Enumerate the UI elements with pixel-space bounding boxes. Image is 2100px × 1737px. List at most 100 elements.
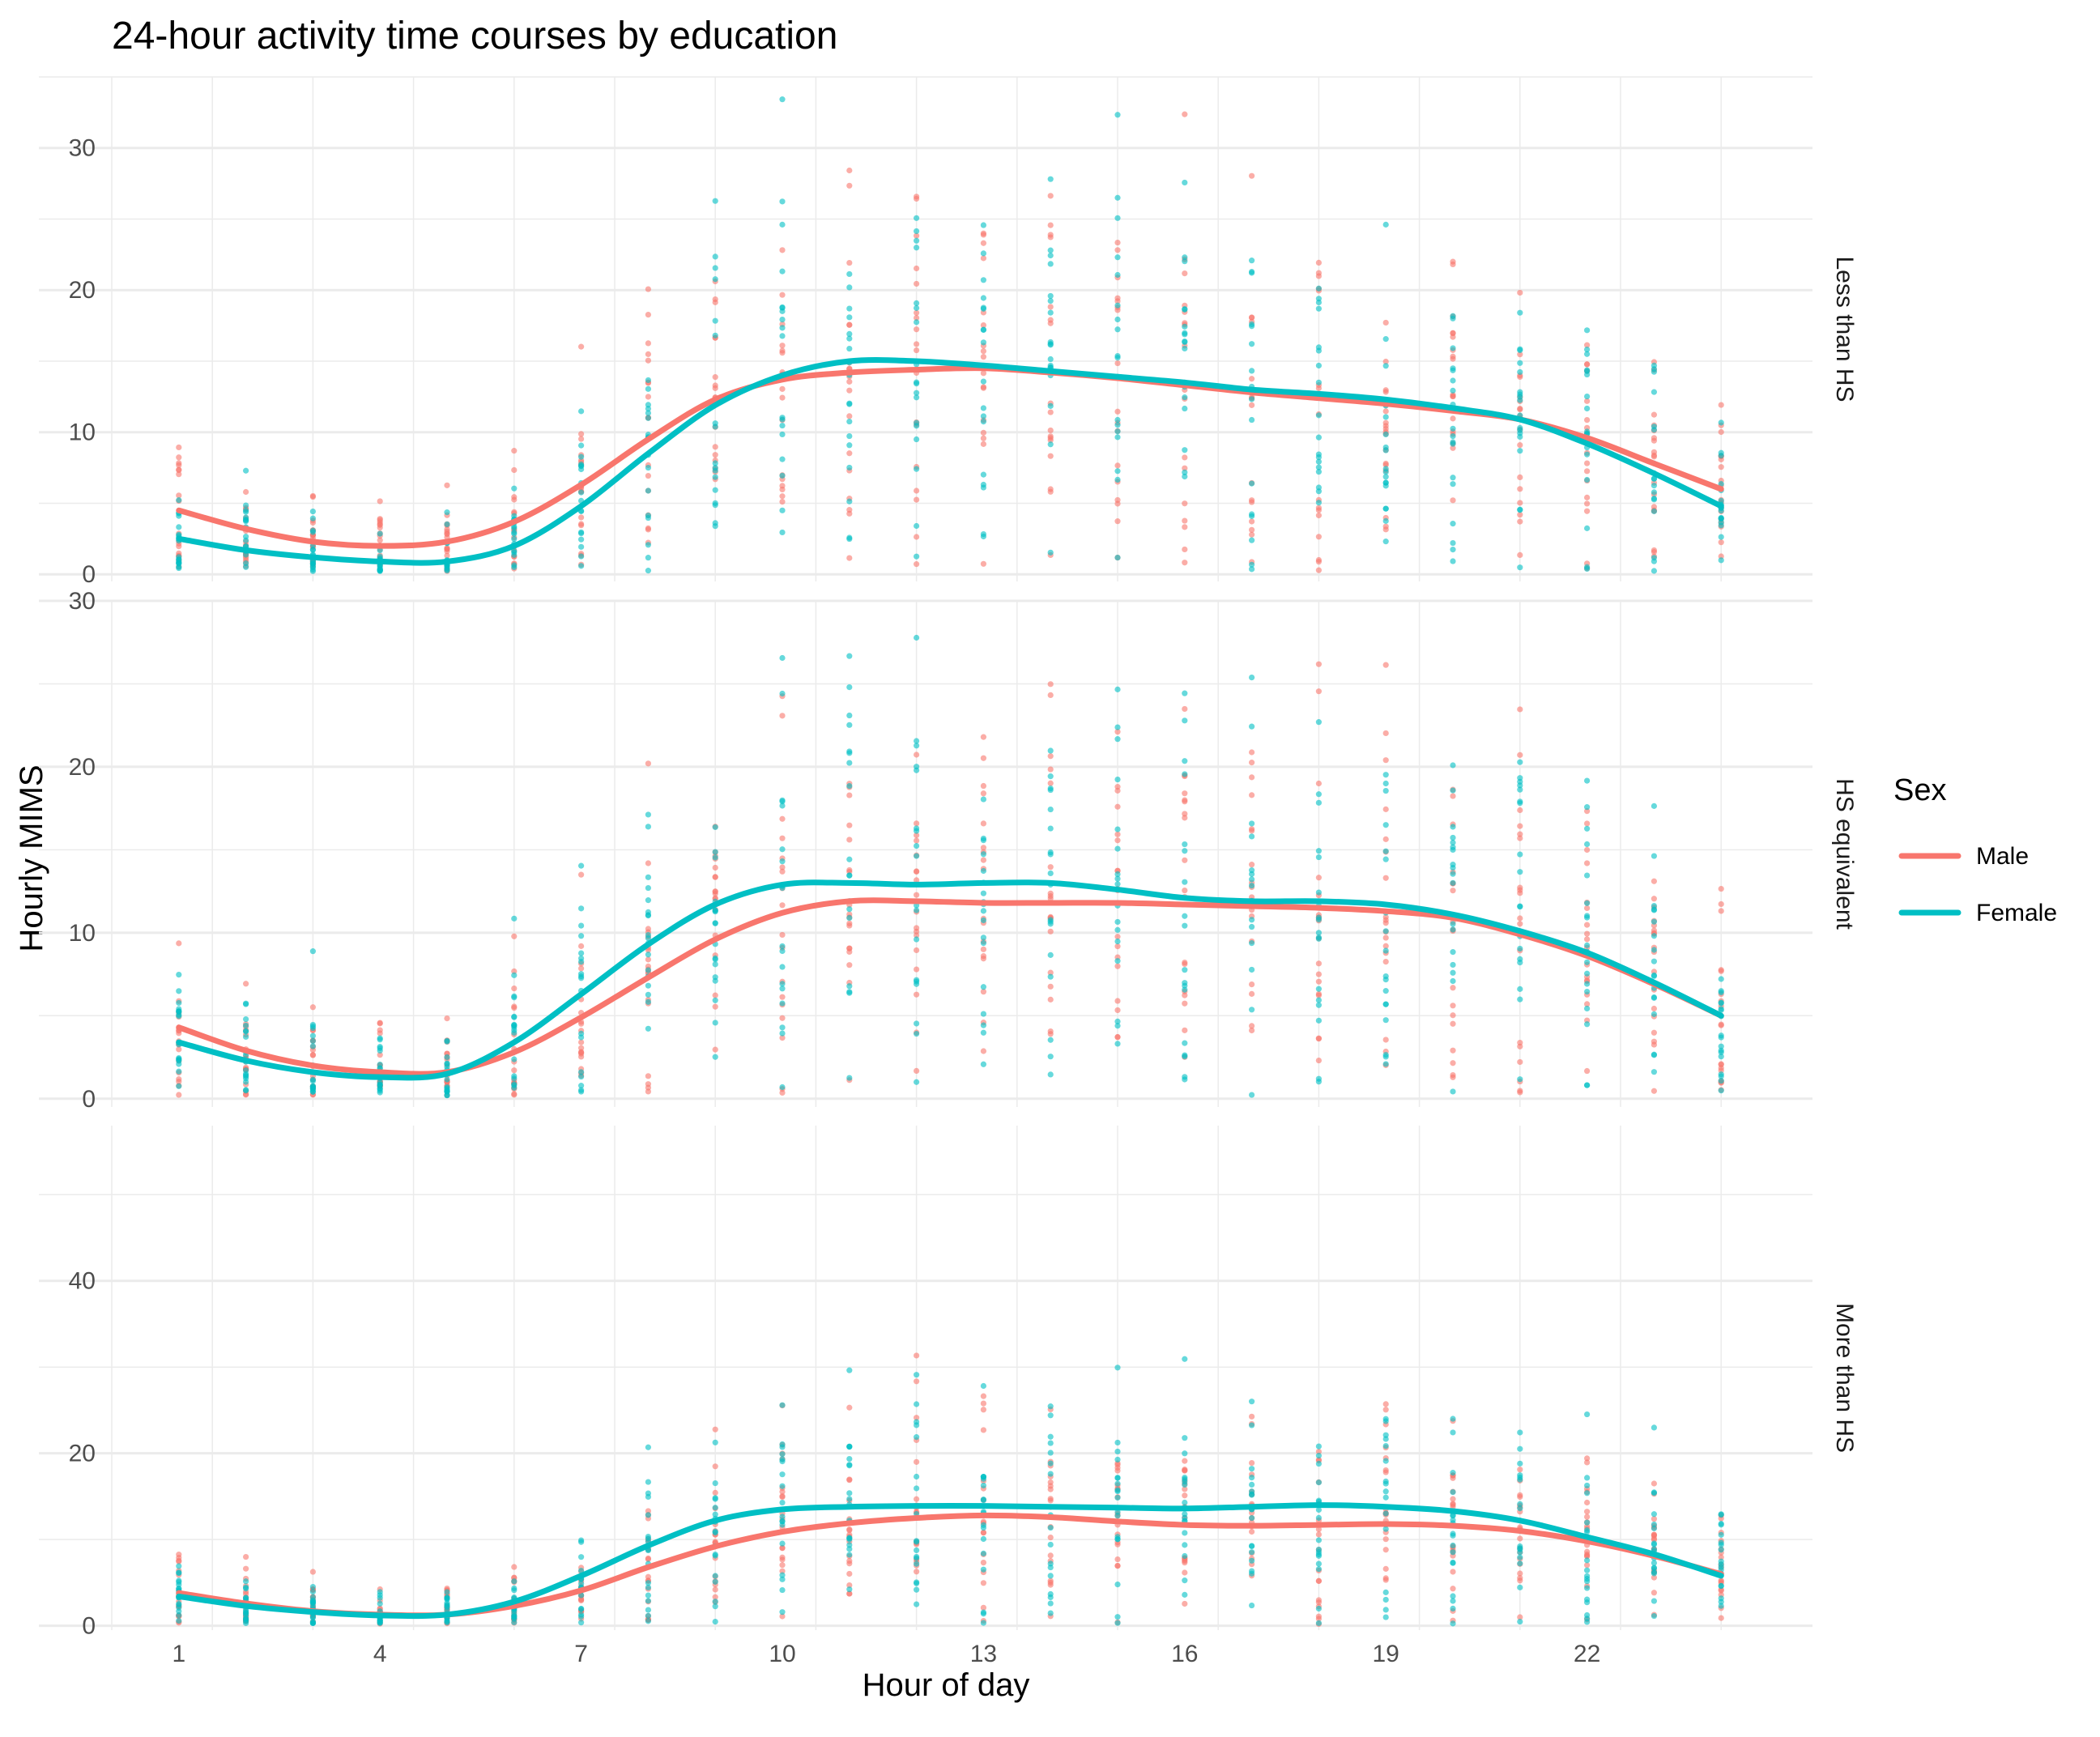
scatter-point bbox=[444, 521, 450, 528]
scatter-point bbox=[1584, 1082, 1591, 1088]
scatter-point bbox=[1315, 270, 1322, 276]
scatter-point bbox=[1249, 376, 1255, 382]
scatter-point bbox=[846, 498, 853, 504]
scatter-point bbox=[1651, 918, 1657, 925]
scatter-point bbox=[1114, 837, 1121, 844]
scatter-point bbox=[176, 556, 182, 563]
scatter-point bbox=[1182, 986, 1188, 993]
scatter-point bbox=[377, 1037, 383, 1043]
scatter-point bbox=[645, 1584, 652, 1590]
scatter-point bbox=[1382, 1443, 1389, 1450]
scatter-point bbox=[1651, 1574, 1657, 1581]
scatter-point bbox=[712, 198, 718, 204]
scatter-point bbox=[377, 1045, 383, 1052]
scatter-point bbox=[1047, 437, 1054, 444]
scatter-point bbox=[1382, 1407, 1389, 1413]
scatter-point bbox=[645, 998, 652, 1005]
scatter-point bbox=[1517, 887, 1523, 893]
scatter-point bbox=[1182, 1475, 1188, 1483]
scatter-point bbox=[980, 1530, 986, 1536]
scatter-point bbox=[645, 555, 652, 561]
scatter-point bbox=[1047, 928, 1054, 934]
scatter-point bbox=[1249, 1422, 1255, 1428]
scatter-point bbox=[980, 1559, 986, 1566]
scatter-point bbox=[1249, 1570, 1255, 1577]
y-tick-label: 0 bbox=[82, 561, 96, 588]
scatter-point bbox=[176, 564, 182, 572]
scatter-point bbox=[1182, 1600, 1188, 1607]
scatter-point bbox=[1249, 1459, 1255, 1467]
scatter-point bbox=[846, 270, 853, 278]
scatter-point bbox=[1718, 1007, 1724, 1014]
scatter-point bbox=[309, 1594, 316, 1601]
scatter-point bbox=[1047, 1524, 1054, 1531]
scatter-point bbox=[1382, 1480, 1389, 1487]
scatter-point bbox=[1315, 305, 1322, 312]
scatter-point bbox=[1450, 439, 1456, 445]
scatter-point bbox=[1315, 451, 1322, 458]
scatter-point bbox=[1047, 1552, 1054, 1559]
scatter-point bbox=[1382, 221, 1389, 228]
scatter-point bbox=[1315, 299, 1322, 306]
scatter-point bbox=[1718, 1531, 1724, 1538]
scatter-point bbox=[1315, 1599, 1322, 1606]
scatter-point bbox=[980, 857, 986, 863]
scatter-point bbox=[1114, 1556, 1121, 1563]
scatter-point bbox=[712, 1495, 718, 1501]
scatter-point bbox=[511, 1022, 518, 1028]
scatter-point bbox=[980, 1580, 986, 1586]
scatter-point bbox=[1315, 434, 1322, 441]
scatter-point bbox=[914, 907, 920, 913]
scatter-point bbox=[1315, 1497, 1322, 1504]
scatter-point bbox=[1315, 1506, 1322, 1513]
scatter-point bbox=[1047, 1486, 1054, 1492]
scatter-point bbox=[309, 1620, 316, 1627]
scatter-point bbox=[1651, 803, 1657, 809]
scatter-point bbox=[1382, 319, 1389, 326]
scatter-point bbox=[1450, 985, 1456, 991]
scatter-point bbox=[444, 1092, 450, 1099]
scatter-point bbox=[779, 385, 786, 392]
scatter-point bbox=[1382, 1607, 1389, 1613]
scatter-point bbox=[980, 232, 986, 238]
scatter-point bbox=[1517, 915, 1523, 922]
scatter-point bbox=[1718, 522, 1724, 529]
scatter-point bbox=[1718, 1511, 1724, 1518]
scatter-point bbox=[1517, 351, 1523, 358]
scatter-point bbox=[1651, 435, 1657, 441]
x-tick-label: 13 bbox=[970, 1641, 997, 1667]
scatter-point bbox=[914, 634, 920, 641]
scatter-point bbox=[980, 1566, 986, 1573]
scatter-point bbox=[1315, 1017, 1322, 1024]
scatter-point bbox=[243, 1079, 249, 1085]
scatter-point bbox=[1047, 864, 1054, 871]
scatter-point bbox=[914, 751, 920, 758]
scatter-point bbox=[1382, 414, 1389, 420]
scatter-point bbox=[1382, 1494, 1389, 1501]
scatter-point bbox=[779, 798, 786, 805]
scatter-point bbox=[1047, 1471, 1054, 1477]
scatter-point bbox=[1517, 751, 1523, 758]
scatter-point bbox=[1517, 1554, 1523, 1560]
scatter-point bbox=[578, 521, 585, 527]
scatter-point bbox=[914, 309, 920, 316]
scatter-point bbox=[1182, 857, 1188, 863]
scatter-point bbox=[645, 1556, 652, 1563]
scatter-point bbox=[1182, 1435, 1188, 1441]
scatter-point bbox=[645, 874, 652, 880]
scatter-point bbox=[1114, 845, 1121, 852]
scatter-point bbox=[779, 713, 786, 719]
scatter-point bbox=[846, 1490, 853, 1496]
scatter-point bbox=[1114, 518, 1121, 525]
scatter-point bbox=[779, 96, 786, 103]
scatter-point bbox=[914, 1030, 920, 1037]
scatter-point bbox=[980, 1473, 986, 1480]
scatter-point bbox=[511, 994, 518, 1001]
scatter-point bbox=[779, 221, 786, 228]
scatter-point bbox=[1584, 905, 1591, 912]
scatter-point bbox=[444, 1015, 450, 1022]
scatter-point bbox=[1047, 309, 1054, 316]
scatter-point bbox=[1584, 346, 1591, 353]
scatter-point bbox=[846, 1367, 853, 1373]
scatter-point bbox=[1450, 871, 1456, 877]
